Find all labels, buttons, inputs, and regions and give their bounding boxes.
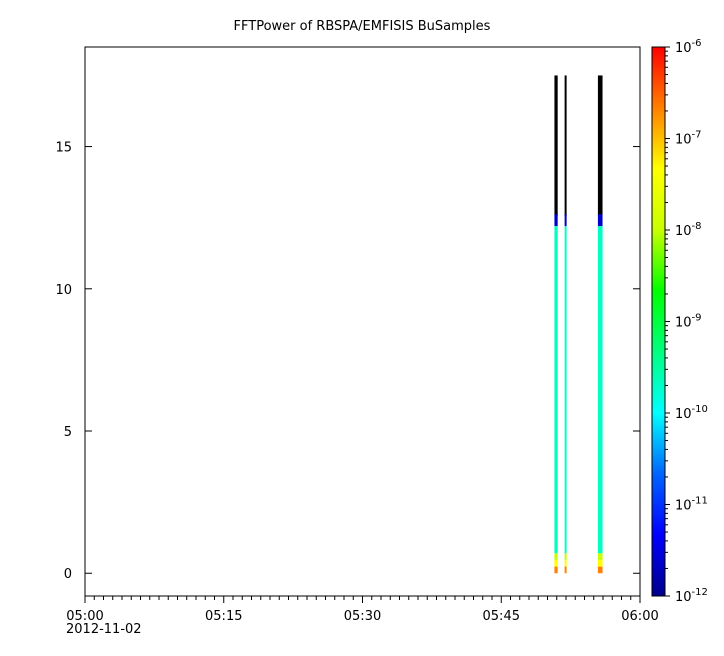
colorbar-tick-label: 10-8 [675,221,702,239]
x-tick-label: 05:30 [344,609,381,624]
column-mid-band [554,226,558,554]
column-transition-band [597,214,603,227]
column-low-band [554,553,558,560]
column-low-band [564,553,567,560]
colorbar-tick-label: 10-12 [675,587,708,605]
x-axis-date-label: 2012-11-02 [66,622,142,637]
column-mid-band [564,226,567,554]
colorbar [651,46,666,597]
y-tick-label: 0 [64,567,72,582]
x-tick-label: 05:15 [205,609,242,624]
spectrogram-columns [554,75,603,574]
spectrogram-column [554,75,558,574]
column-high-band [564,75,567,217]
column-mid-band [597,226,603,554]
y-tick-label: 10 [55,283,72,298]
column-low-band [597,553,603,560]
y-tick-label: 15 [55,141,72,156]
column-transition-band [554,214,558,227]
colorbar-tick-label: 10-11 [675,496,708,514]
y-axis: 0 5 10 15 [55,141,640,582]
column-low-band [597,566,603,574]
column-high-band [554,75,558,217]
column-low-band [564,559,567,567]
x-axis: 05:00 05:15 05:30 05:45 06:00 [66,596,659,624]
colorbar-tick-label: 10-10 [675,404,708,422]
column-low-band [564,566,567,574]
spectrogram-column [564,75,567,574]
spectrogram-column [597,75,603,574]
column-transition-band [564,214,567,227]
column-low-band [554,566,558,574]
x-tick-label: 05:00 [66,609,103,624]
y-tick-label: 5 [64,425,72,440]
colorbar-tick-label: 10-6 [675,38,702,56]
colorbar-tick-label: 10-9 [675,313,702,331]
colorbar-tick-label: 10-7 [675,130,702,148]
colorbar-axis: 10-12 10-11 10-10 10-9 10-8 10-7 10-6 [665,38,708,605]
column-low-band [554,559,558,567]
x-tick-label: 06:00 [621,609,658,624]
chart-title: FFTPower of RBSPA/EMFISIS BuSamples [234,19,491,34]
column-low-band [597,559,603,567]
x-tick-label: 05:45 [483,609,520,624]
column-high-band [597,75,603,217]
